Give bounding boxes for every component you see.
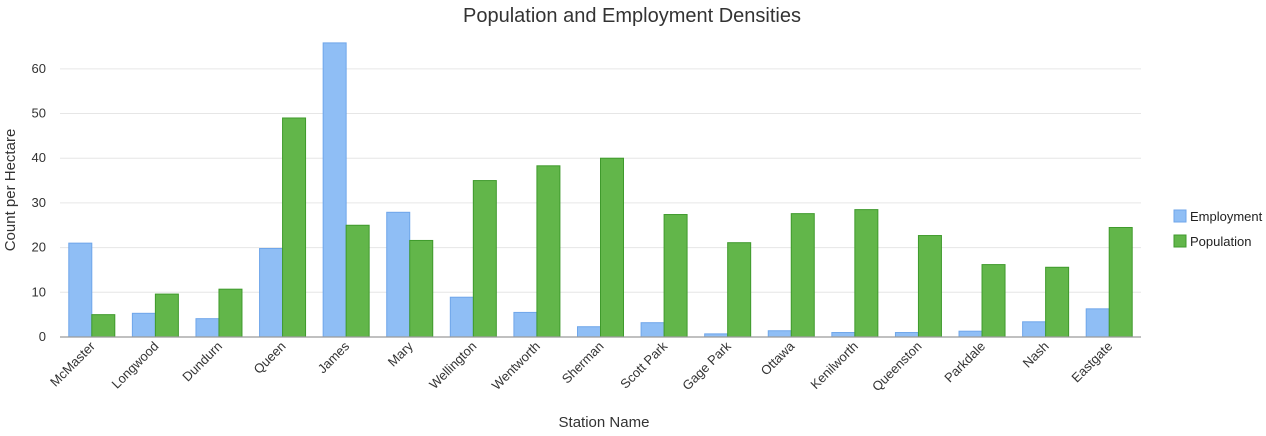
y-tick-label: 10 [32, 284, 46, 299]
bar-population[interactable] [790, 213, 815, 338]
x-tick-label: Wellington [426, 339, 479, 392]
x-tick-label: Ottawa [758, 338, 798, 378]
x-tick-label: Longwood [108, 339, 161, 392]
bar-employment[interactable] [68, 242, 93, 338]
bar-population[interactable] [345, 224, 370, 338]
y-tick-label: 30 [32, 195, 46, 210]
bar-employment[interactable] [640, 322, 665, 338]
bar-employment[interactable] [322, 42, 347, 338]
chart-title: Population and Employment Densities [463, 5, 801, 27]
x-tick-label: Wentworth [489, 339, 543, 393]
y-tick-label: 50 [32, 106, 46, 121]
bar-employment[interactable] [577, 326, 601, 338]
bar-employment[interactable] [767, 330, 792, 338]
x-tick-label: McMaster [47, 338, 98, 389]
x-tick-label: Scott Park [617, 338, 670, 391]
bar-employment[interactable] [894, 332, 919, 338]
bar-employment[interactable] [195, 318, 220, 338]
bar-population[interactable] [1045, 266, 1070, 338]
legend-swatch [1173, 234, 1187, 248]
bar-population[interactable] [727, 242, 752, 338]
bar-population[interactable] [91, 314, 116, 338]
bar-employment[interactable] [831, 332, 856, 338]
y-tick-label: 20 [32, 240, 46, 255]
bar-population[interactable] [409, 239, 434, 338]
x-tick-label: Dundurn [179, 339, 225, 385]
legend-item-employment[interactable]: Employment [1173, 209, 1263, 224]
bar-population[interactable] [536, 165, 561, 338]
x-axis-ticks: McMaster Longwood Dundurn Queen James Mary Wel… [47, 338, 1115, 394]
x-tick-label: Gage Park [679, 338, 734, 393]
x-tick-label: Sherman [559, 339, 607, 387]
bar-population[interactable] [981, 264, 1006, 338]
bar-employment[interactable] [513, 311, 538, 338]
legend-label: Employment [1190, 209, 1263, 224]
x-tick-label: Nash [1020, 339, 1052, 371]
bar-employment[interactable] [386, 211, 411, 338]
bar-employment[interactable] [1022, 321, 1047, 338]
bar-employment[interactable] [958, 330, 983, 338]
bar-population[interactable] [218, 288, 243, 338]
x-tick-label: Mary [385, 338, 416, 369]
x-tick-label: Eastgate [1068, 339, 1115, 386]
legend-label: Population [1190, 234, 1251, 249]
y-tick-label: 40 [32, 150, 46, 165]
x-tick-label: Parkdale [941, 339, 988, 386]
x-axis-title: Station Name [559, 414, 650, 431]
y-tick-label: 0 [39, 329, 46, 344]
y-tick-label: 60 [32, 61, 46, 76]
bar-employment[interactable] [1085, 308, 1110, 338]
legend-swatch [1173, 209, 1187, 223]
bar-population[interactable] [854, 209, 879, 338]
y-axis-ticks: 0 10 20 30 40 50 60 [32, 61, 46, 344]
y-axis-title: Count per Hectare [2, 129, 19, 252]
legend-item-population[interactable]: Population [1173, 234, 1251, 249]
legend: Employment Population [1173, 209, 1263, 249]
x-tick-label: Kenilworth [807, 339, 861, 393]
bar-employment[interactable] [259, 248, 284, 338]
bar-population[interactable] [1108, 226, 1133, 338]
bar-population[interactable] [472, 180, 497, 338]
x-tick-label: Queenston [869, 339, 925, 395]
bar-employment[interactable] [131, 312, 156, 338]
x-tick-label: James [315, 338, 353, 376]
bar-population[interactable] [600, 157, 624, 338]
bar-employment[interactable] [449, 296, 474, 338]
bars [68, 42, 1133, 338]
bar-population[interactable] [663, 214, 688, 338]
x-tick-label: Queen [250, 339, 288, 377]
bar-population[interactable] [917, 235, 942, 338]
bar-population[interactable] [282, 117, 307, 338]
bar-population[interactable] [154, 293, 179, 338]
